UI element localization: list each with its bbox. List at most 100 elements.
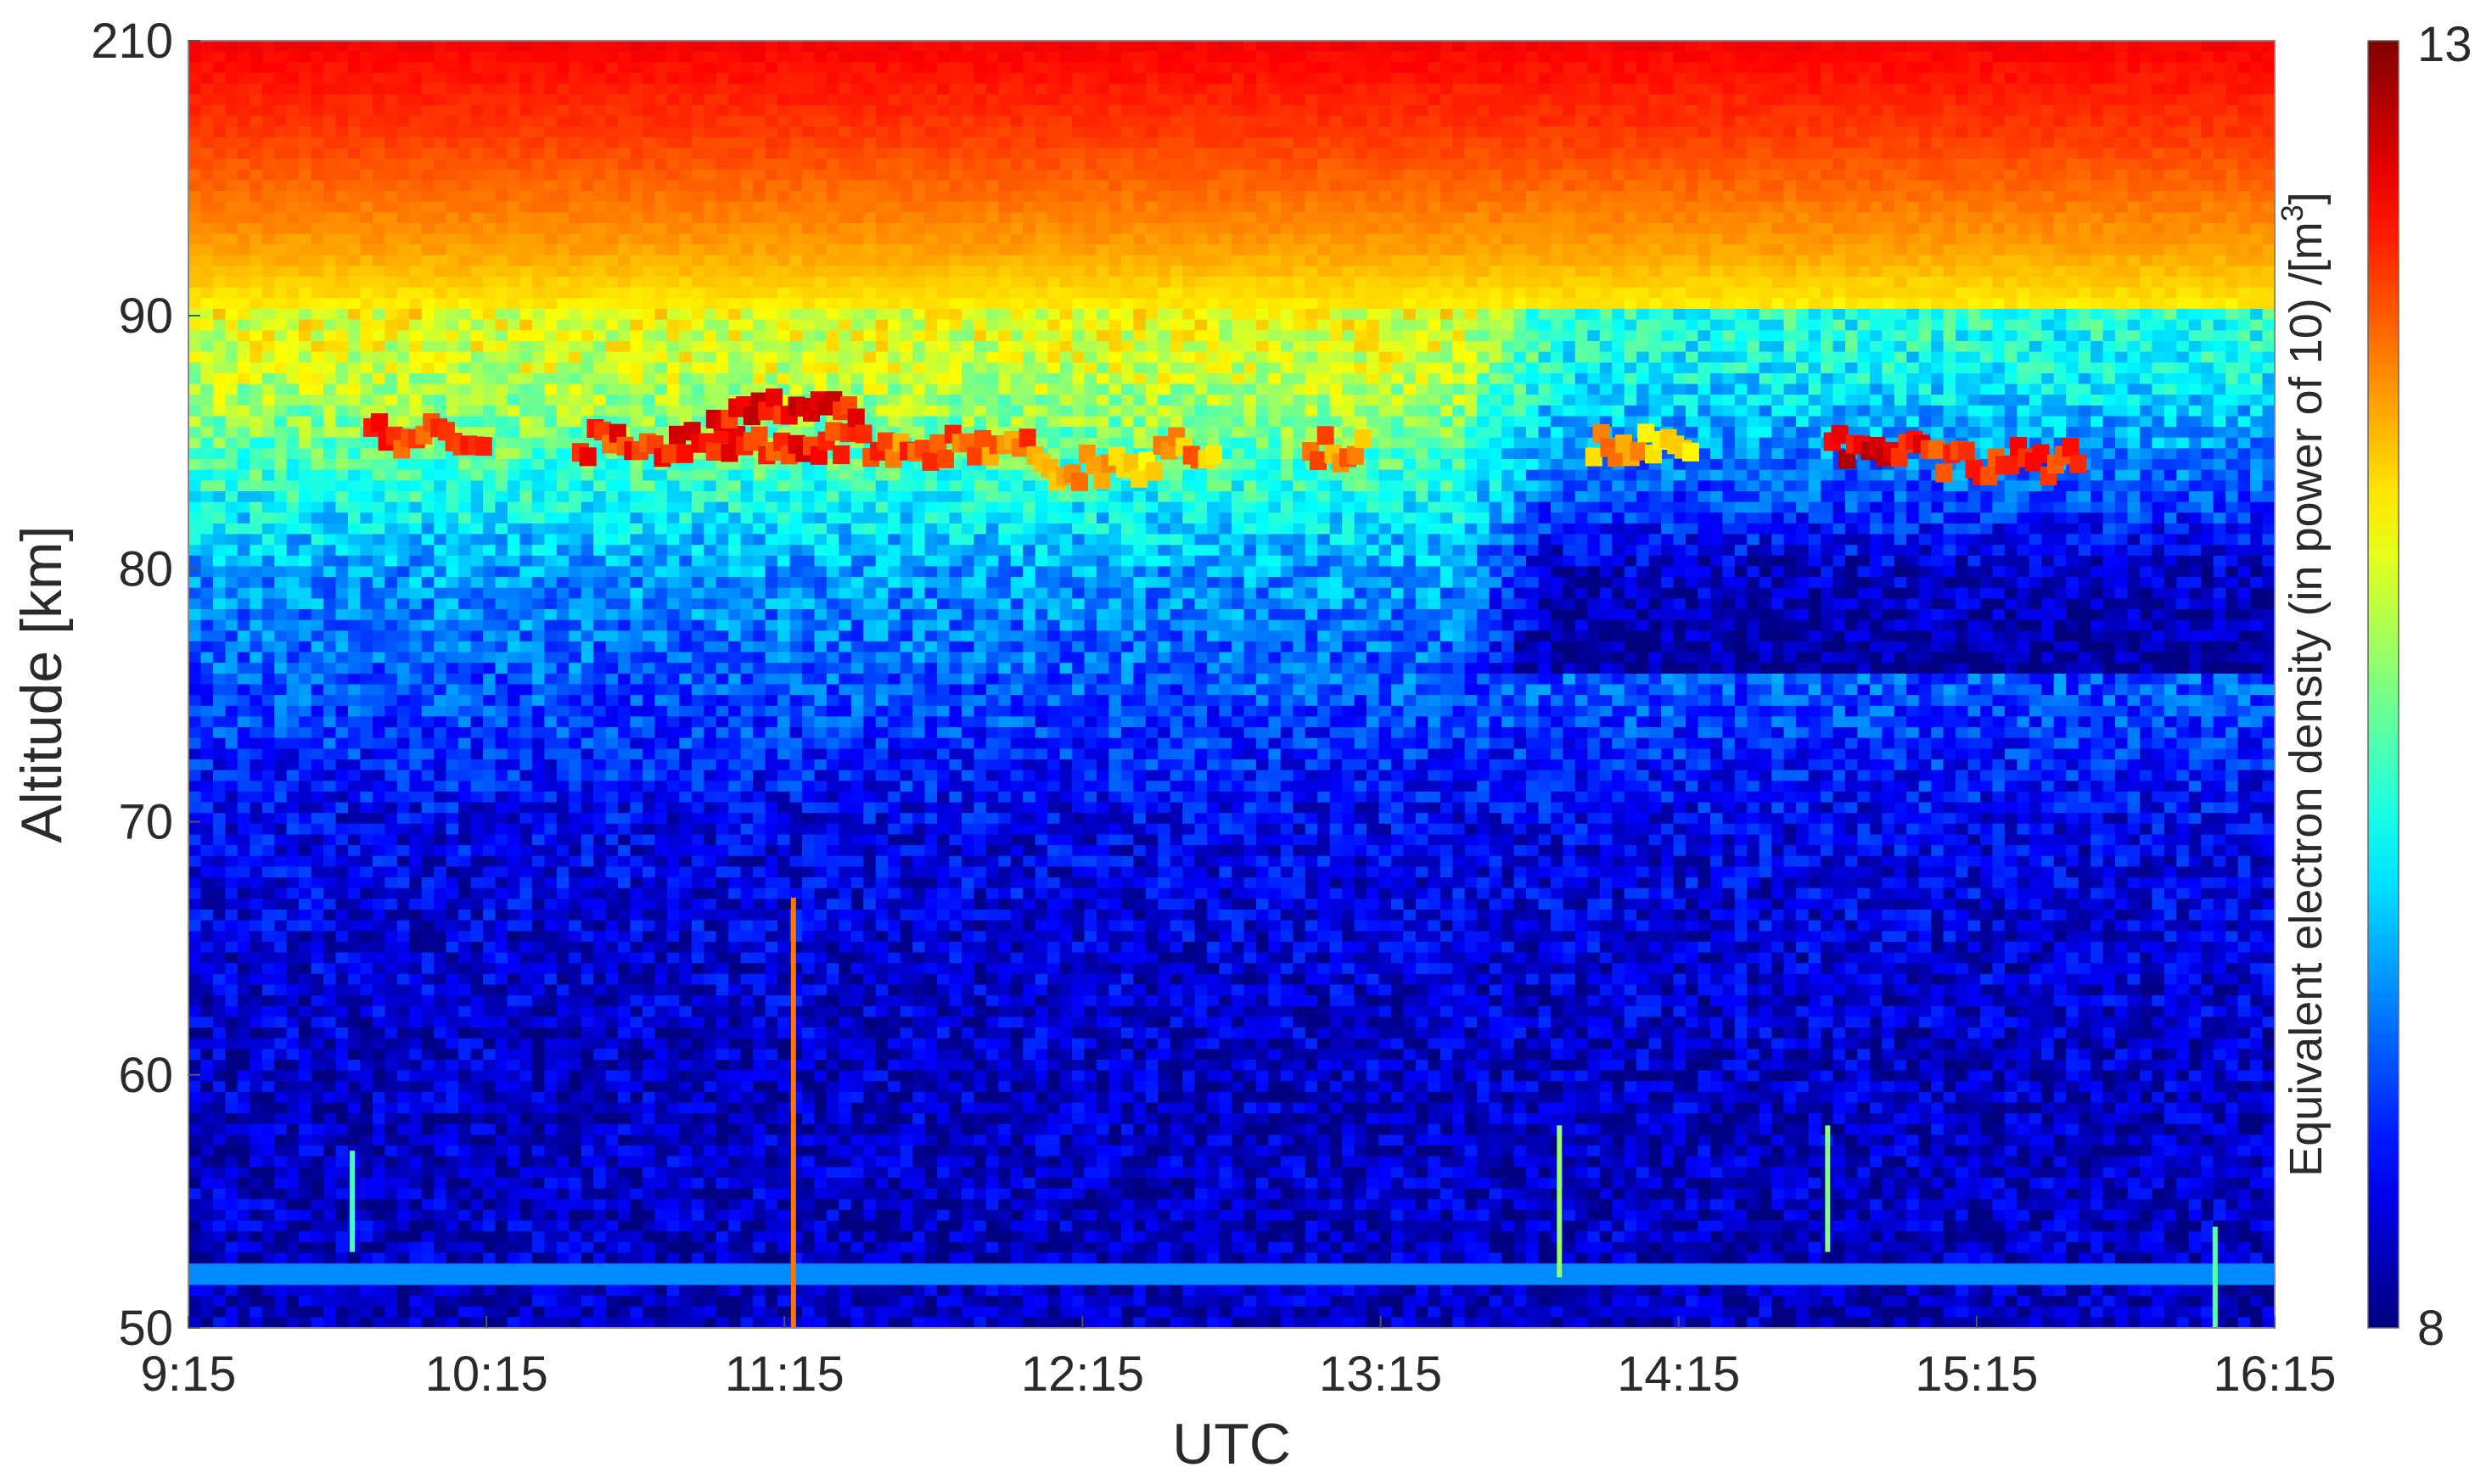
heatmap-cell xyxy=(1674,277,1686,288)
heatmap-cell xyxy=(2250,212,2263,223)
heatmap-cell xyxy=(741,223,754,234)
heatmap-cell xyxy=(287,223,300,234)
heatmap-cell xyxy=(213,234,226,245)
heatmap-cell xyxy=(790,320,803,331)
heatmap-cell xyxy=(1207,244,1220,255)
heatmap-cell xyxy=(1992,41,2005,52)
heatmap-cell xyxy=(631,352,643,363)
heatmap-cell xyxy=(446,180,459,191)
heatmap-cell xyxy=(2005,170,2018,181)
heatmap-cell xyxy=(1023,202,1035,213)
heatmap-cell xyxy=(753,277,766,288)
heatmap-cell xyxy=(1011,212,1024,223)
heatmap-cell xyxy=(753,330,766,341)
heatmap-cell xyxy=(2017,41,2029,52)
heatmap-cell xyxy=(863,84,876,95)
heatmap-cell xyxy=(2054,94,2067,105)
heatmap-cell xyxy=(2140,266,2152,277)
heatmap-cell xyxy=(1452,277,1465,288)
heatmap-cell xyxy=(643,223,655,234)
heatmap-cell xyxy=(557,159,570,170)
heatmap-cell xyxy=(373,309,385,320)
heatmap-cell xyxy=(679,255,692,266)
heatmap-cell xyxy=(238,330,250,341)
heatmap-cell xyxy=(188,223,201,234)
heatmap-cell xyxy=(888,73,901,84)
heatmap-cell xyxy=(446,84,459,95)
heatmap-cell xyxy=(1220,277,1232,288)
heatmap-cell xyxy=(1182,94,1195,105)
heatmap-cell xyxy=(1207,298,1220,309)
heatmap-cell xyxy=(1661,341,1674,352)
heatmap-cell xyxy=(1931,298,1944,309)
heatmap-cell xyxy=(1771,62,1784,73)
heatmap-cell xyxy=(1710,330,1723,341)
heatmap-cell xyxy=(728,116,741,127)
heatmap-cell xyxy=(519,105,532,116)
heatmap-cell xyxy=(238,352,250,363)
heatmap-cell xyxy=(1501,320,1514,331)
heatmap-cell xyxy=(1784,41,1797,52)
heatmap-cell xyxy=(1919,212,1932,223)
heatmap-cell xyxy=(949,223,962,234)
heatmap-cell xyxy=(360,255,373,266)
heatmap-cell xyxy=(2115,62,2128,73)
heatmap-cell xyxy=(1011,94,1024,105)
heatmap-cell xyxy=(1600,244,1613,255)
heatmap-cell xyxy=(679,116,692,127)
heatmap-cell xyxy=(1857,202,1870,213)
heatmap-cell xyxy=(2115,212,2128,223)
heatmap-cell xyxy=(1256,170,1269,181)
heatmap-cell xyxy=(766,309,778,320)
heatmap-cell xyxy=(274,244,287,255)
heatmap-cell xyxy=(1833,341,1846,352)
heatmap-cell xyxy=(299,234,311,245)
heatmap-cell xyxy=(1403,212,1416,223)
heatmap-cell xyxy=(1244,170,1257,181)
heatmap-cell xyxy=(1501,266,1514,277)
heatmap-cell xyxy=(1108,159,1121,170)
heatmap-cell xyxy=(2079,148,2091,159)
heatmap-cell xyxy=(1526,320,1539,331)
heatmap-cell xyxy=(1968,255,1981,266)
heatmap-cell xyxy=(225,73,238,84)
heatmap-cell xyxy=(716,234,729,245)
heatmap-cell xyxy=(1882,320,1894,331)
heatmap-cell xyxy=(409,352,422,363)
heatmap-cell xyxy=(1587,84,1600,95)
heatmap-cell xyxy=(1403,255,1416,266)
heatmap-cell xyxy=(949,170,962,181)
heatmap-cell xyxy=(1379,309,1392,320)
heatmap-cell xyxy=(716,159,729,170)
heatmap-cell xyxy=(1759,288,1772,299)
heatmap-cell xyxy=(925,244,938,255)
heatmap-cell xyxy=(1244,126,1257,137)
heatmap-cell xyxy=(1085,84,1097,95)
heatmap-cell xyxy=(679,330,692,341)
heatmap-cell xyxy=(2238,180,2251,191)
heatmap-cell xyxy=(2103,277,2116,288)
heatmap-cell xyxy=(1526,277,1539,288)
heatmap-cell xyxy=(1894,341,1907,352)
heatmap-cell xyxy=(1477,255,1490,266)
heatmap-cell xyxy=(2140,223,2152,234)
heatmap-cell xyxy=(790,41,803,52)
heatmap-cell xyxy=(1440,159,1453,170)
heatmap-cell xyxy=(2263,234,2276,245)
heatmap-cell xyxy=(1747,234,1759,245)
heatmap-cell xyxy=(1539,277,1552,288)
heatmap-cell xyxy=(1097,126,1109,137)
heatmap-cell xyxy=(519,137,532,148)
heatmap-cell xyxy=(1182,84,1195,95)
heatmap-cell xyxy=(1035,298,1048,309)
heatmap-cell xyxy=(1035,320,1048,331)
heatmap-cell xyxy=(225,62,238,73)
heatmap-cell xyxy=(2103,255,2116,266)
heatmap-cell xyxy=(2189,62,2202,73)
heatmap-cell xyxy=(1563,202,1575,213)
heatmap-cell xyxy=(581,288,594,299)
heatmap-cell xyxy=(2164,84,2177,95)
heatmap-cell xyxy=(373,126,385,137)
heatmap-cell xyxy=(1035,234,1048,245)
heatmap-cell xyxy=(1870,288,1883,299)
